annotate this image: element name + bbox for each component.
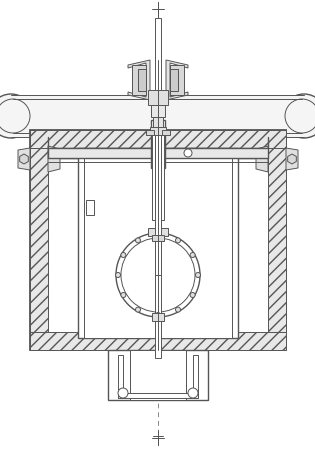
Circle shape: [156, 233, 161, 238]
Polygon shape: [288, 154, 296, 164]
Bar: [152, 235, 164, 241]
Bar: [118, 355, 123, 398]
Circle shape: [190, 252, 195, 257]
Circle shape: [184, 149, 192, 157]
Circle shape: [121, 252, 126, 257]
Bar: [11, 95, 304, 137]
Polygon shape: [128, 60, 150, 100]
Circle shape: [188, 388, 198, 398]
Polygon shape: [166, 60, 188, 100]
Polygon shape: [30, 130, 286, 148]
Circle shape: [282, 94, 315, 138]
Circle shape: [196, 273, 201, 277]
Bar: [30, 130, 286, 350]
Bar: [78, 148, 238, 338]
Bar: [170, 69, 178, 91]
Circle shape: [135, 238, 140, 243]
Bar: [170, 65, 184, 95]
Bar: [155, 135, 161, 275]
Bar: [138, 69, 146, 91]
Polygon shape: [286, 148, 298, 170]
Bar: [148, 228, 168, 236]
Bar: [151, 105, 165, 117]
Bar: [193, 355, 198, 398]
Bar: [48, 148, 268, 158]
Bar: [162, 130, 170, 135]
Bar: [146, 130, 154, 135]
Circle shape: [0, 94, 33, 138]
Bar: [155, 18, 161, 358]
Circle shape: [156, 313, 161, 317]
Bar: [84, 154, 232, 338]
Polygon shape: [268, 148, 286, 332]
Bar: [152, 135, 164, 220]
Bar: [153, 117, 163, 127]
Bar: [118, 393, 198, 398]
Circle shape: [118, 388, 128, 398]
Circle shape: [116, 233, 200, 317]
Polygon shape: [18, 148, 30, 170]
Bar: [130, 350, 186, 400]
Polygon shape: [20, 154, 28, 164]
Polygon shape: [30, 148, 48, 332]
Polygon shape: [30, 332, 286, 350]
Polygon shape: [48, 146, 60, 172]
Bar: [132, 65, 146, 95]
Circle shape: [190, 292, 195, 298]
Circle shape: [175, 238, 180, 243]
Bar: [86, 200, 94, 215]
Bar: [152, 313, 164, 321]
Circle shape: [121, 292, 126, 298]
Circle shape: [175, 307, 180, 312]
Bar: [150, 127, 166, 135]
Polygon shape: [256, 146, 268, 172]
Bar: [151, 120, 165, 168]
Bar: [108, 350, 208, 400]
Bar: [148, 90, 168, 105]
Circle shape: [116, 273, 121, 277]
Circle shape: [135, 307, 140, 312]
